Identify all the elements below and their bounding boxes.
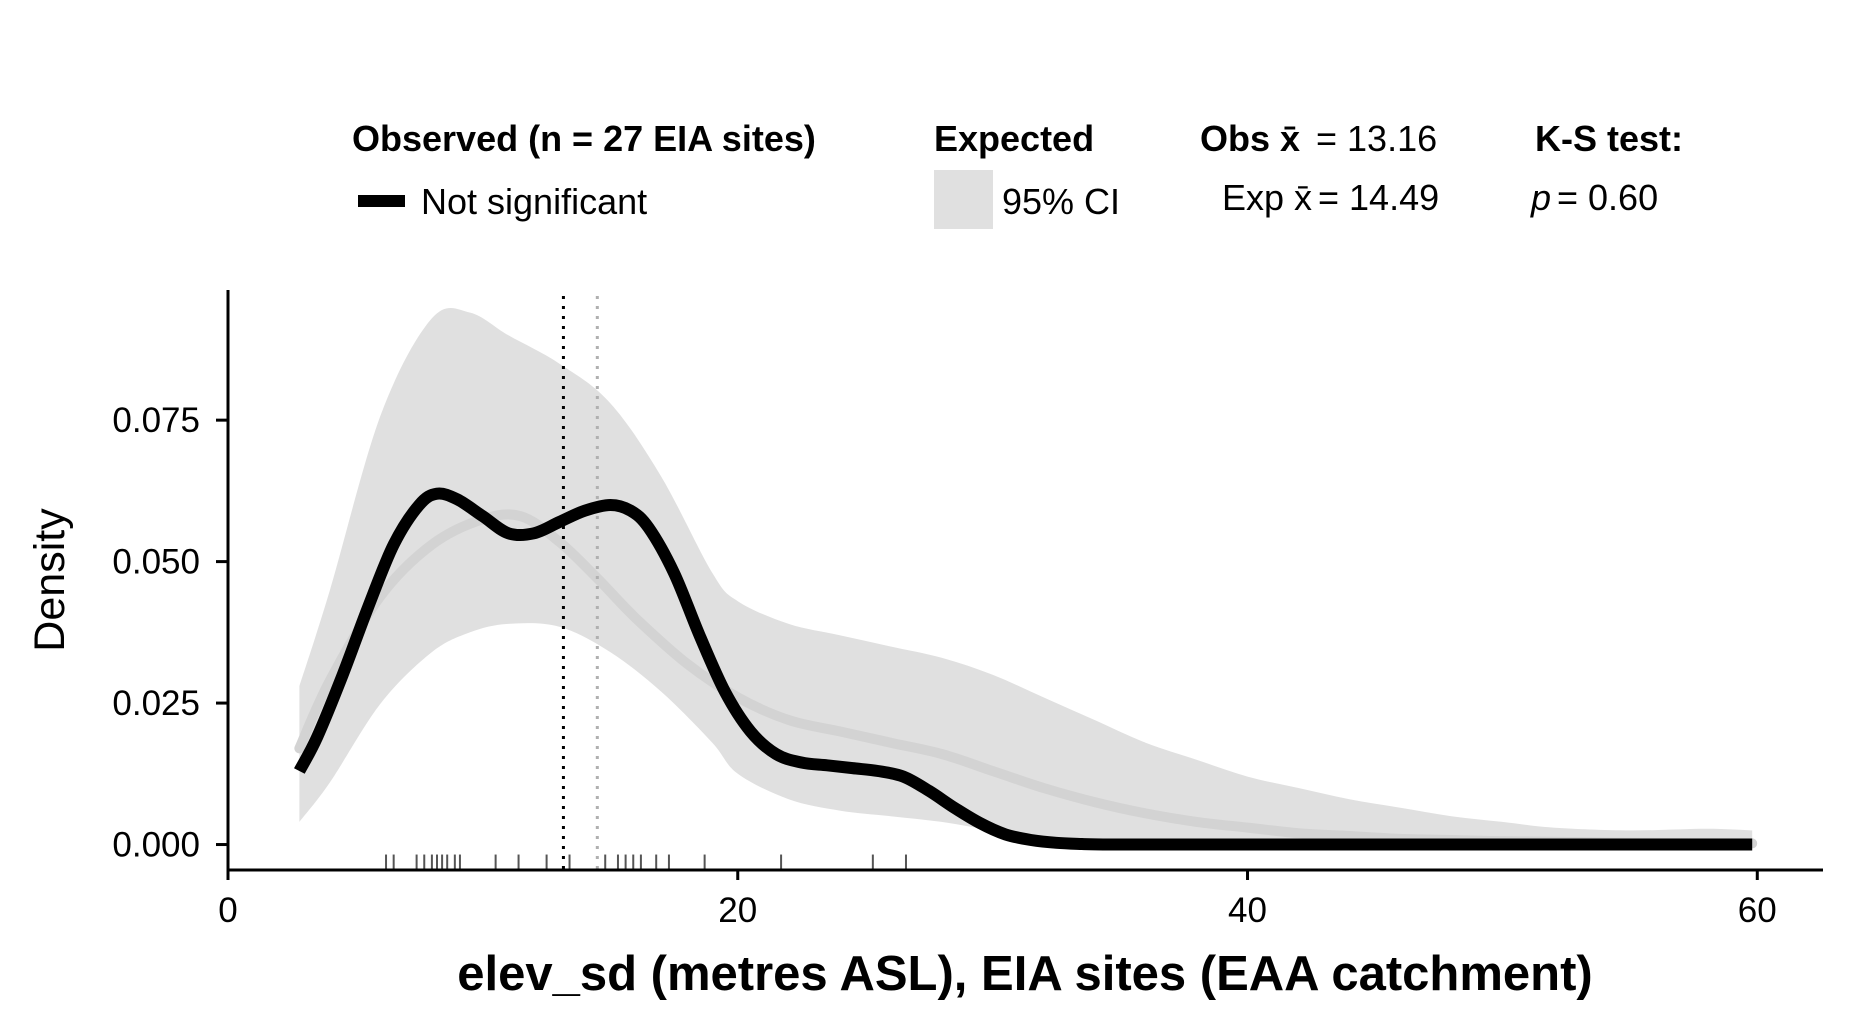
x-tick-label: 40	[1228, 891, 1267, 930]
y-tick-label: 0.075	[112, 401, 200, 440]
y-tick-label: 0.025	[112, 684, 200, 723]
legend: Observed (n = 27 EIA sites) Not signific…	[352, 118, 1683, 229]
obs-mean-value: = 13.16	[1316, 118, 1437, 159]
observed-density-line	[294, 487, 1753, 851]
exp-mean-value: = 14.49	[1318, 177, 1439, 218]
legend-observed-item: Not significant	[421, 181, 647, 222]
plot-area	[294, 296, 1758, 871]
ticks: 0 20 40 60 0.000 0.025 0.050 0.075	[112, 401, 1776, 930]
y-axis-title: Density	[26, 508, 74, 652]
legend-ci-item: 95% CI	[1002, 181, 1120, 222]
y-tick-label: 0.050	[112, 543, 200, 582]
legend-expected-title: Expected	[934, 118, 1094, 159]
x-tick-label: 0	[218, 891, 237, 930]
ci-band	[299, 307, 1753, 845]
axes	[226, 290, 1823, 872]
exp-mean-label: Exp x̄	[1222, 177, 1312, 218]
x-tick-label: 60	[1738, 891, 1777, 930]
x-axis-title: elev_sd (metres ASL), EIA sites (EAA cat…	[457, 947, 1593, 1001]
x-tick-label: 20	[718, 891, 757, 930]
ks-p-value: = 0.60	[1557, 177, 1658, 218]
legend-observed-title: Observed (n = 27 EIA sites)	[352, 118, 816, 159]
ks-p-label: p	[1530, 177, 1551, 218]
obs-mean-label: Obs x̄	[1200, 118, 1300, 159]
ks-test-title: K-S test:	[1535, 118, 1683, 159]
y-tick-label: 0.000	[112, 826, 200, 865]
legend-ci-swatch	[934, 170, 993, 229]
